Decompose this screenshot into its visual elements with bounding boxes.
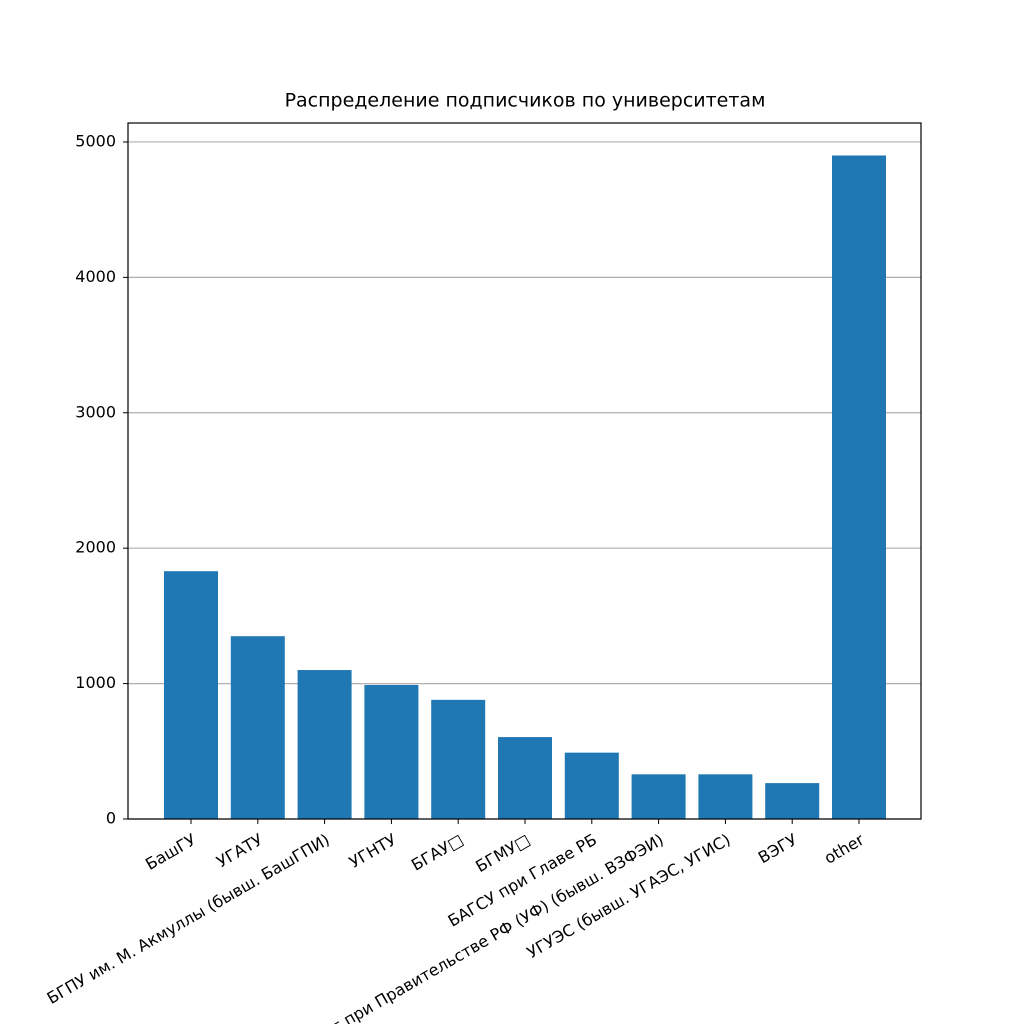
y-tick-label: 5000	[75, 131, 116, 150]
bar	[765, 783, 820, 819]
bar	[832, 155, 886, 819]
bar	[698, 774, 753, 819]
y-tick-label: 2000	[75, 538, 116, 557]
bar	[564, 752, 619, 819]
bar	[364, 684, 419, 819]
y-tick-label: 3000	[75, 402, 116, 421]
y-tick-label: 4000	[75, 267, 116, 286]
y-tick-label: 1000	[75, 673, 116, 692]
bar	[230, 636, 285, 819]
bar	[431, 699, 486, 819]
bar	[631, 774, 686, 819]
plot-frame	[127, 122, 922, 820]
y-tick-label: 0	[106, 809, 116, 828]
bar	[498, 737, 552, 819]
bar	[164, 571, 218, 819]
bar	[297, 670, 352, 819]
chart-title: Распределение подписчиков по университет…	[285, 90, 766, 112]
